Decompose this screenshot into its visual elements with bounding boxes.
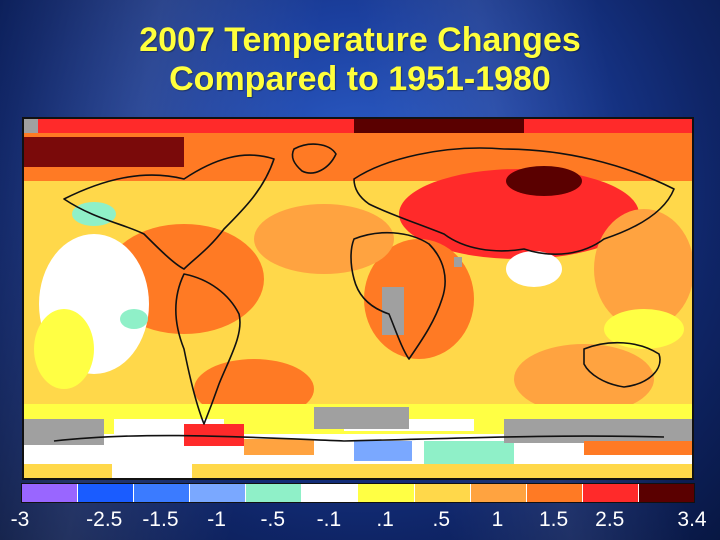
pacific-cyan-2 bbox=[120, 309, 148, 329]
title-line-1: 2007 Temperature Changes bbox=[139, 21, 581, 59]
missing-antarctic-3 bbox=[504, 419, 692, 443]
indian-warm bbox=[514, 344, 654, 414]
color-scale-legend bbox=[21, 483, 695, 503]
missing-arabia bbox=[454, 257, 462, 267]
antarctic-peninsula-warm bbox=[184, 424, 244, 446]
missing-africa bbox=[382, 287, 404, 335]
legend-label: 1.5 bbox=[538, 508, 569, 531]
pacific-west-warm bbox=[594, 209, 692, 329]
asia-cool bbox=[506, 251, 562, 287]
title-line-2: Compared to 1951-1980 bbox=[169, 60, 551, 98]
legend-swatch bbox=[414, 484, 471, 502]
south-america-outline bbox=[174, 273, 241, 425]
antarctica-outline bbox=[53, 434, 665, 442]
legend-label: .5 bbox=[432, 508, 451, 531]
atlantic-warm bbox=[254, 204, 394, 274]
legend-label: -2.5 bbox=[86, 508, 123, 531]
legend-swatch bbox=[526, 484, 583, 502]
legend-swatch bbox=[246, 484, 303, 502]
antarctic-orange bbox=[244, 439, 314, 455]
legend-swatch bbox=[638, 484, 694, 502]
pacific-cyan-1 bbox=[72, 202, 116, 226]
legend-label: 2.5 bbox=[595, 508, 625, 531]
legend-label: -.1 bbox=[316, 508, 342, 531]
antarctic-blue bbox=[354, 441, 412, 461]
legend-label: -1 bbox=[207, 508, 226, 531]
legend-swatch bbox=[22, 484, 79, 502]
antarctic-east-warm bbox=[584, 441, 692, 455]
legend-swatch bbox=[78, 484, 135, 502]
legend-swatch bbox=[358, 484, 415, 502]
missing-corner bbox=[24, 119, 38, 133]
pacific-south-yellow bbox=[604, 309, 684, 349]
antarctic-cyan bbox=[424, 441, 514, 467]
eurasia-outline bbox=[353, 147, 675, 255]
temperature-anomaly-map bbox=[22, 117, 694, 480]
legend-label: .1 bbox=[376, 508, 394, 531]
arctic-dark-west bbox=[24, 137, 184, 167]
legend-label: -.5 bbox=[260, 508, 286, 531]
legend-swatch bbox=[302, 484, 359, 502]
siberia-hotspot bbox=[506, 166, 582, 196]
legend-swatch bbox=[134, 484, 191, 502]
map-canvas bbox=[24, 119, 692, 478]
legend-label: 1 bbox=[491, 508, 504, 531]
north-america-outline bbox=[63, 154, 275, 270]
legend-swatch bbox=[470, 484, 527, 502]
africa-outline bbox=[350, 231, 446, 360]
siberia-warm bbox=[399, 169, 639, 259]
missing-antarctic-2 bbox=[314, 407, 409, 429]
legend-label: 3.4 bbox=[677, 508, 707, 531]
legend-swatch bbox=[190, 484, 247, 502]
greenland-outline bbox=[291, 143, 337, 174]
antarctic-bottom-white bbox=[112, 464, 192, 478]
continent-outlines bbox=[53, 143, 675, 442]
missing-antarctic-1 bbox=[24, 419, 104, 445]
legend-label: -3 bbox=[10, 508, 30, 531]
arctic-dark-east bbox=[354, 119, 524, 133]
legend-swatch bbox=[582, 484, 639, 502]
australia-outline bbox=[583, 341, 661, 388]
pacific-yellow bbox=[34, 309, 94, 389]
legend-label: -1.5 bbox=[142, 508, 179, 531]
